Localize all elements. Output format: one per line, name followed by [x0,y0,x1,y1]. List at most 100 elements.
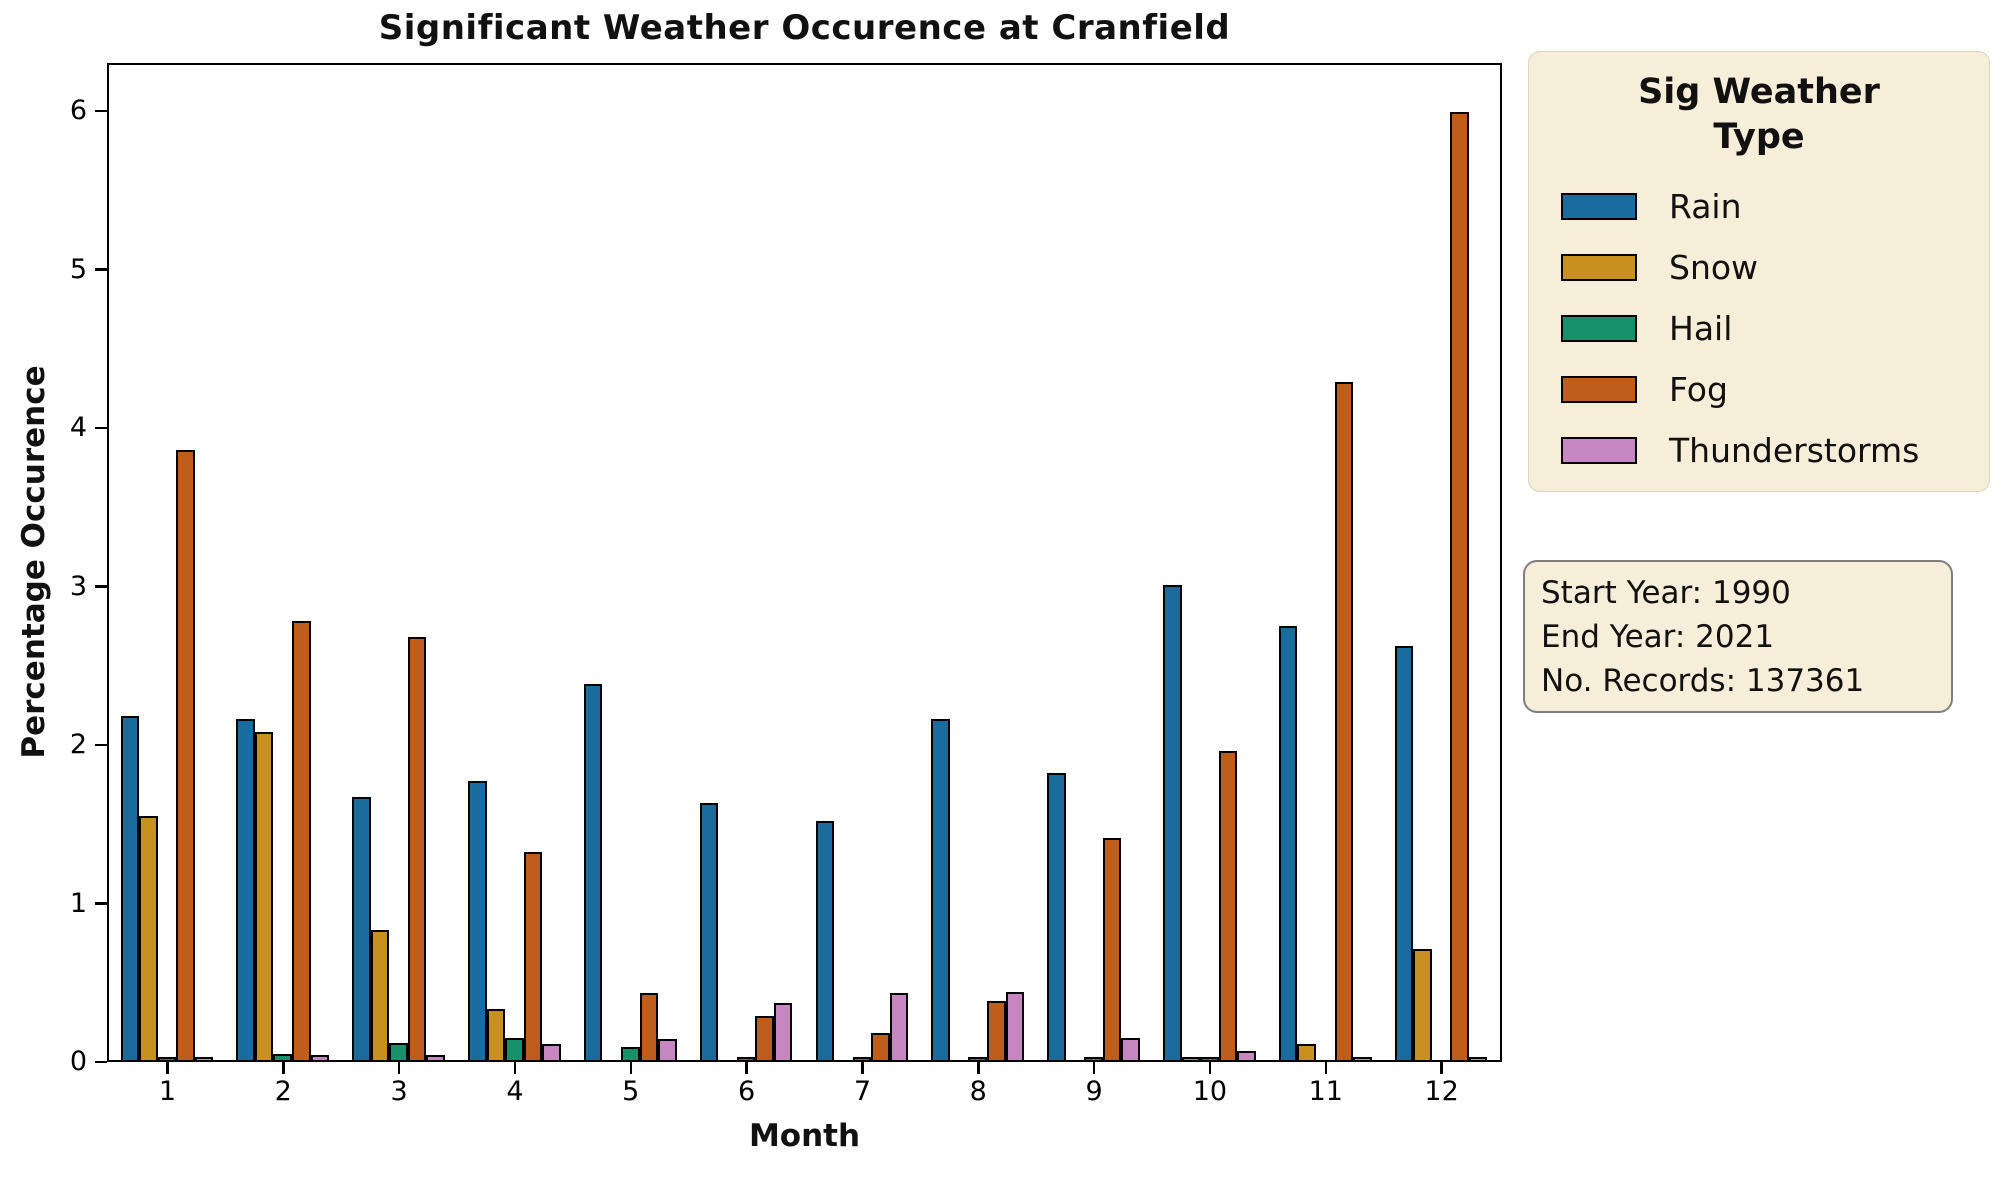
y-tick-label: 1 [69,887,87,919]
bar-snow-month-12 [1413,949,1432,1060]
x-tick-label: 7 [853,1076,871,1107]
bar-hail-month-1 [157,1056,177,1060]
x-tick-label: 8 [969,1076,987,1107]
x-tick-label: 10 [1192,1076,1228,1107]
x-tick-mark [629,1062,632,1074]
x-tick-label: 6 [737,1076,756,1107]
legend-label: Hail [1669,308,1733,348]
bar-fog-month-7 [871,1033,890,1060]
bar-rain-month-11 [1278,625,1298,1060]
bar-rain-month-5 [583,684,603,1060]
legend-swatch-rain [1561,192,1637,220]
x-tick-label: 12 [1424,1076,1459,1107]
bar-fog-month-11 [1334,381,1354,1060]
legend-title: Sig Weather Type [1553,70,1965,160]
bar-rain-month-10 [1163,584,1182,1060]
bar-rain-month-6 [699,803,719,1060]
bar-thunderstorms-month-4 [542,1044,561,1060]
bar-hail-month-10 [1200,1057,1219,1060]
bar-rain-month-8 [931,719,950,1060]
x-tick-label: 4 [506,1076,524,1107]
bar-snow-month-2 [254,731,274,1060]
bar-hail-month-8 [968,1057,987,1060]
bar-rain-month-1 [120,716,140,1060]
bar-snow-month-4 [486,1009,506,1060]
y-tick-label: 5 [69,253,87,285]
y-tick-mark [95,743,107,747]
plot-area [107,63,1502,1062]
legend-item-thunderstorms: Thunderstorms [1553,420,1965,481]
legend-label: Thunderstorms [1669,430,1920,470]
legend-title-line-1: Sig Weather [1638,72,1880,112]
x-tick-label: 5 [622,1076,640,1107]
x-tick-mark [282,1062,285,1074]
bar-snow-month-10 [1181,1057,1201,1060]
bar-thunderstorms-month-7 [889,993,909,1060]
bar-thunderstorms-month-12 [1468,1057,1488,1060]
legend-label: Snow [1669,247,1759,287]
x-tick-mark [977,1062,980,1074]
bars-layer [109,65,1500,1060]
x-tick-label: 9 [1085,1076,1103,1107]
info-start-year: Start Year: 1990 [1541,575,1791,611]
x-tick-mark [1208,1062,1212,1074]
bar-rain-month-2 [236,719,255,1060]
y-tick-mark [95,1060,107,1064]
info-end-year: End Year: 2021 [1541,619,1775,655]
bar-rain-month-3 [352,796,371,1060]
legend-label: Rain [1669,186,1742,226]
info-box: Start Year: 1990 End Year: 2021 No. Reco… [1523,560,1953,713]
bar-fog-month-6 [755,1015,774,1060]
y-tick-mark [95,585,107,588]
x-tick-mark [397,1062,401,1074]
bar-rain-month-7 [815,820,835,1060]
bar-hail-month-3 [389,1042,408,1060]
legend-label: Fog [1669,369,1728,409]
bar-thunderstorms-month-9 [1121,1037,1140,1060]
x-tick-mark [513,1062,517,1074]
x-tick-mark [1092,1062,1096,1074]
bar-rain-month-9 [1047,773,1066,1060]
y-tick-mark [95,426,107,430]
legend-swatch-snow [1561,253,1637,281]
legend: Sig Weather Type Rain Snow Hail Fog Thunders… [1528,51,1990,492]
bar-thunderstorms-month-8 [1005,991,1025,1060]
legend-swatch-fog [1561,375,1637,403]
x-tick-mark [166,1062,169,1074]
bar-fog-month-1 [176,449,195,1060]
bar-hail-month-9 [1084,1057,1103,1060]
legend-item-fog: Fog [1553,359,1965,420]
bar-thunderstorms-month-1 [194,1057,214,1060]
bar-hail-month-6 [736,1057,756,1060]
bar-rain-month-4 [468,781,487,1060]
bar-thunderstorms-month-5 [658,1039,677,1060]
bar-snow-month-1 [139,815,158,1060]
bar-fog-month-2 [292,620,311,1060]
legend-item-hail: Hail [1553,298,1965,359]
x-tick-label: 1 [158,1076,176,1107]
y-tick-label: 3 [69,570,87,602]
y-tick-label: 4 [69,412,87,443]
bar-thunderstorms-month-10 [1237,1050,1256,1060]
legend-item-snow: Snow [1553,237,1965,298]
bar-fog-month-5 [639,993,659,1060]
x-tick-mark [861,1062,864,1074]
legend-item-rain: Rain [1553,176,1965,237]
y-tick-mark [95,268,107,271]
bar-snow-month-11 [1297,1044,1316,1060]
y-tick-label: 2 [69,729,87,760]
info-num-records: No. Records: 137361 [1541,663,1865,699]
bar-thunderstorms-month-3 [426,1055,445,1060]
chart-title: Significant Weather Occurence at Cranfie… [378,8,1231,48]
bar-rain-month-12 [1394,646,1414,1060]
y-tick-mark [95,109,107,113]
legend-items: Rain Snow Hail Fog Thunderstorms [1553,176,1965,481]
x-tick-mark [1324,1062,1327,1074]
bar-fog-month-10 [1218,750,1238,1060]
bar-hail-month-7 [852,1057,872,1060]
y-tick-label: 6 [69,95,87,126]
bar-hail-month-5 [620,1047,640,1060]
bar-hail-month-2 [273,1053,292,1060]
bar-thunderstorms-month-11 [1353,1057,1372,1060]
